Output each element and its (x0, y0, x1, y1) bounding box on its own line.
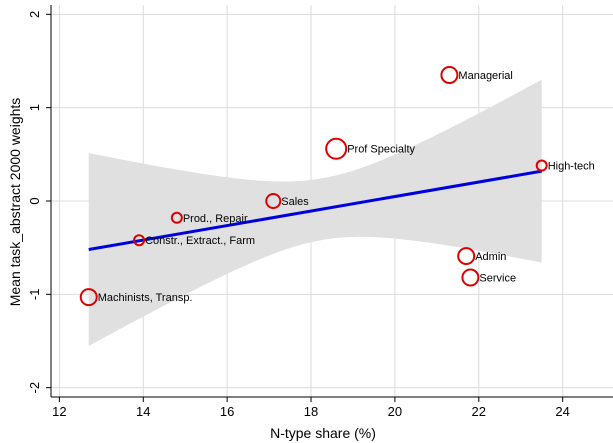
x-tick-label: 12 (52, 404, 66, 419)
x-tick-label: 14 (136, 404, 150, 419)
confidence-band (88, 79, 542, 346)
data-point (79, 288, 98, 307)
y-tick-label: 2 (27, 11, 42, 18)
data-point (457, 247, 476, 266)
point-label: Machinists, Transp. (98, 292, 193, 304)
point-label: Sales (281, 196, 309, 208)
point-label: Managerial (458, 70, 512, 82)
data-point (265, 193, 282, 209)
fit-line (88, 169, 542, 252)
point-label: Prof Specialty (347, 144, 415, 156)
y-tick-label: 0 (27, 197, 42, 204)
data-point (535, 159, 548, 172)
data-point (133, 234, 146, 247)
x-axis-title: N-type share (%) (270, 425, 376, 441)
x-tick-label: 20 (388, 404, 402, 419)
data-point (440, 66, 459, 84)
point-label: Admin (475, 251, 506, 263)
y-tick-label: -1 (27, 289, 42, 301)
data-point (325, 137, 348, 160)
point-label: Constr., Extract., Farm (145, 235, 255, 247)
y-tick-label: -2 (27, 382, 42, 394)
x-tick-label: 22 (472, 404, 486, 419)
x-tick-label: 16 (220, 404, 234, 419)
data-points: Managerial Prof Specialty High-tech Sales Pr… (79, 66, 595, 307)
y-tick-label: 1 (27, 104, 42, 111)
x-tick-label: 24 (555, 404, 569, 419)
point-label: High-tech (548, 161, 595, 173)
point-label: Service (479, 273, 516, 285)
y-axis-title: Mean task_abstract 2000 weights (7, 98, 23, 307)
data-point (170, 211, 183, 224)
point-label: Prod., Repair (183, 213, 248, 225)
x-tick-label: 18 (304, 404, 318, 419)
data-point (461, 268, 480, 287)
